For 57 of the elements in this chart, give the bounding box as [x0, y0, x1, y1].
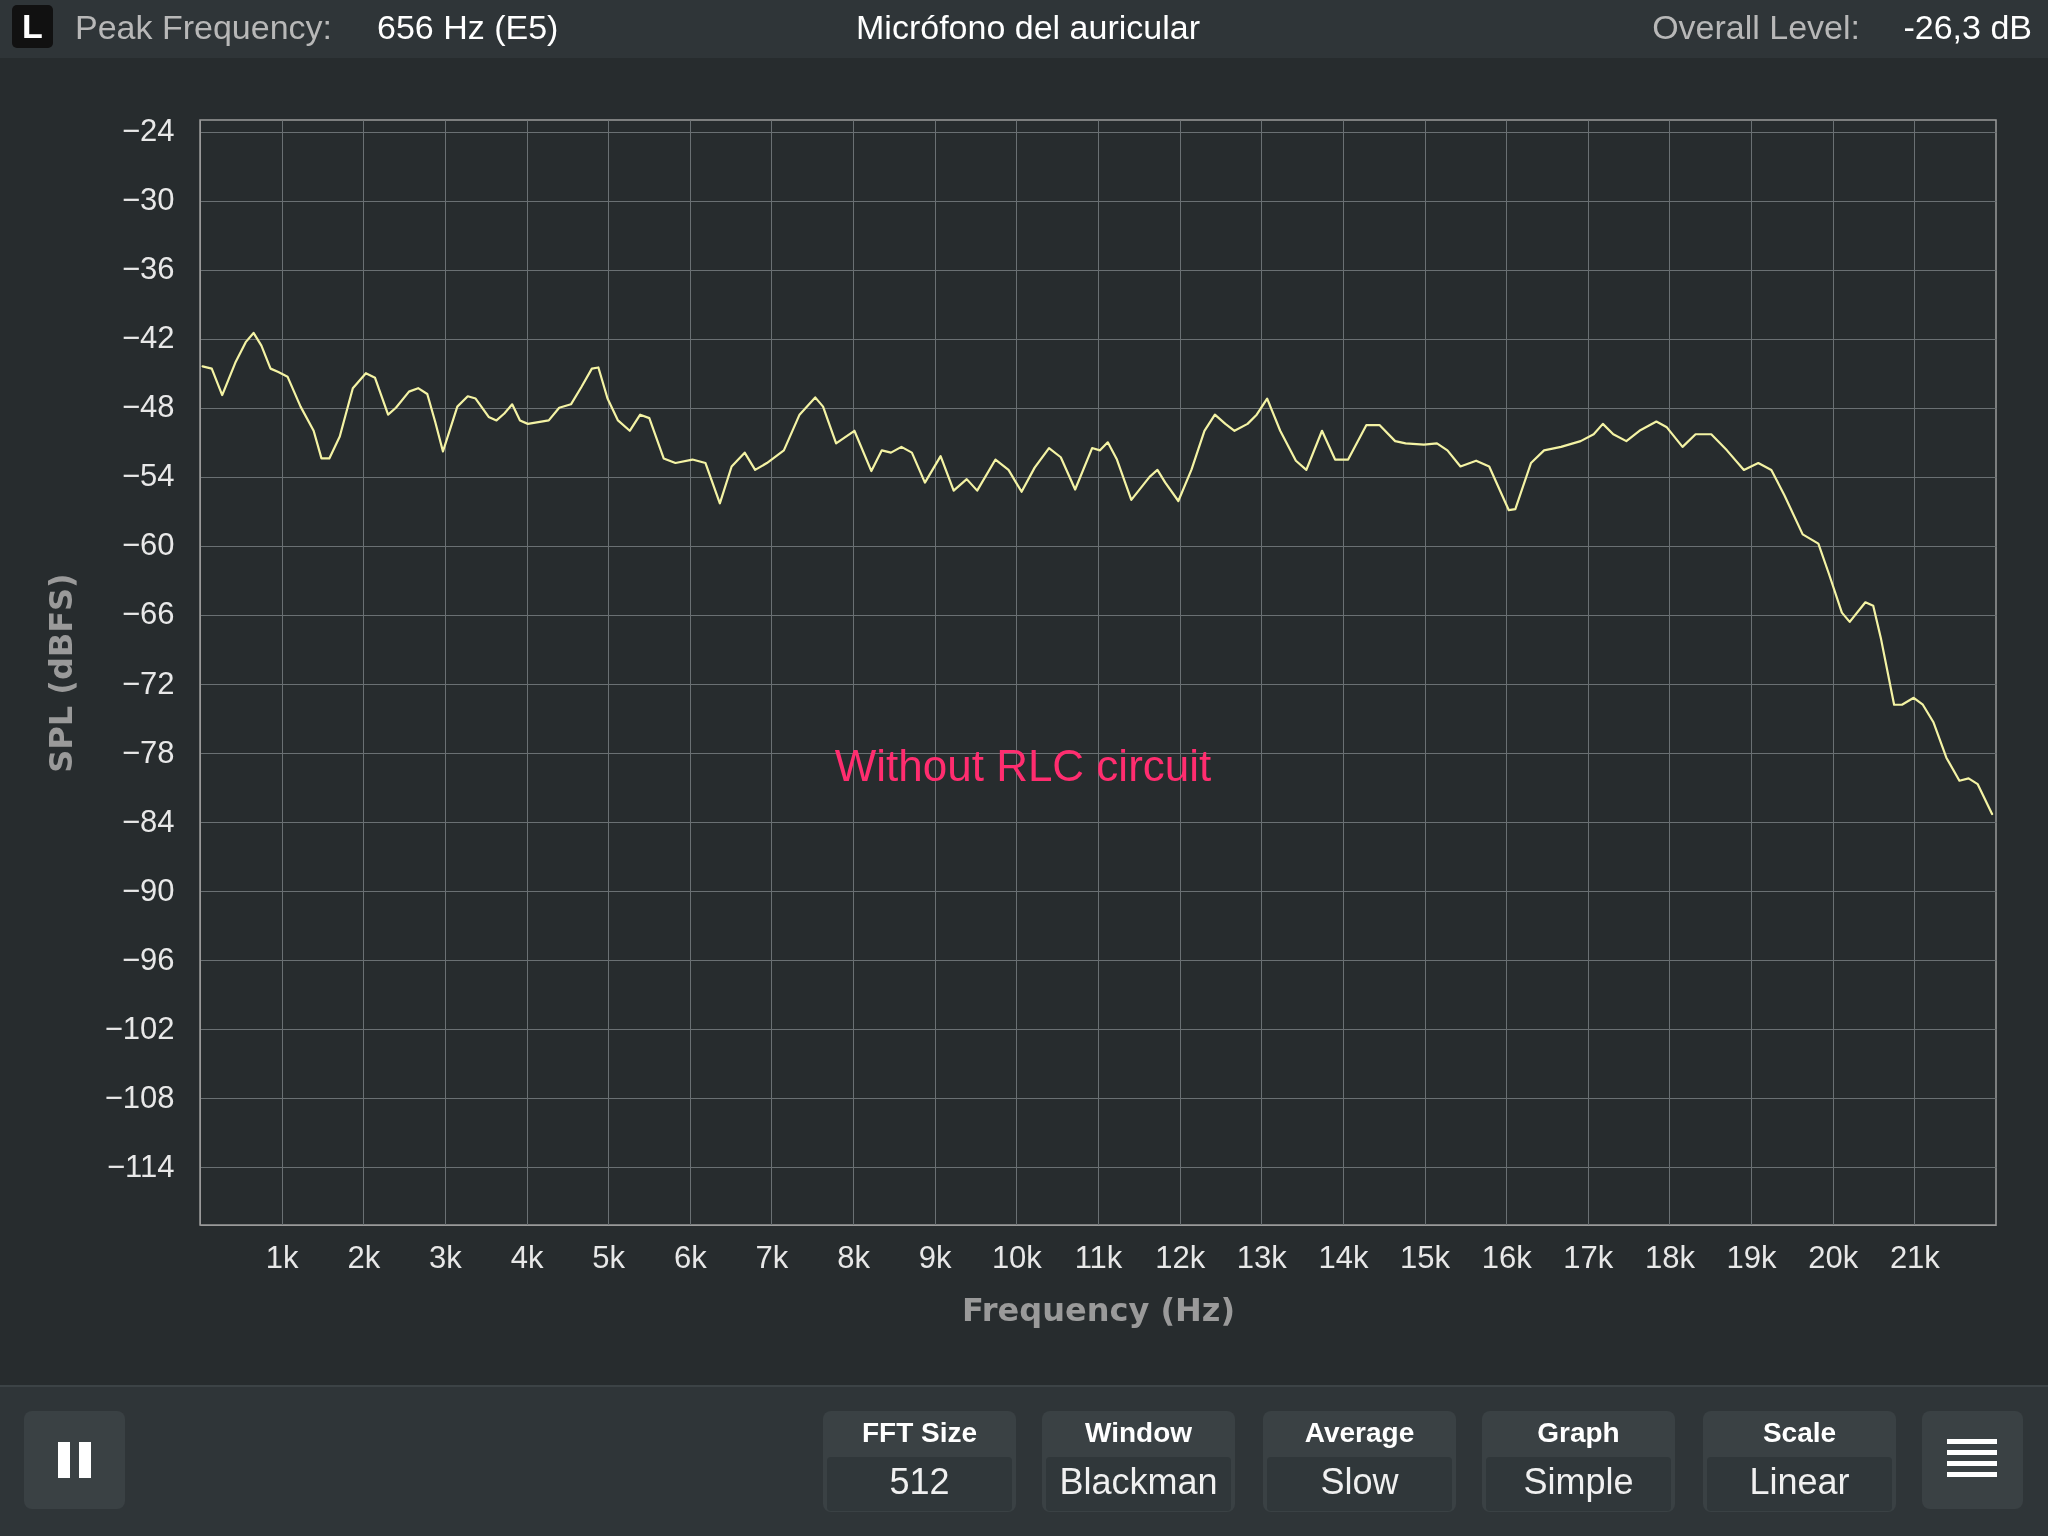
- y-tick-label: −60: [121, 527, 175, 563]
- text: Window: [1083, 1416, 1194, 1450]
- text: L: [12, 5, 53, 48]
- x-tick-label: 9k: [918, 1239, 953, 1275]
- x-tick-label: 2k: [347, 1239, 381, 1275]
- x-axis-title: Frequency (Hz): [961, 1290, 1236, 1329]
- y-tick-label: −102: [104, 1010, 175, 1046]
- x-tick-label: 4k: [510, 1239, 544, 1275]
- x-tick-label: 1k: [265, 1239, 299, 1275]
- x-tick-label: 3k: [429, 1239, 463, 1275]
- y-axis-title: SPL (dBFS): [41, 573, 80, 773]
- text: Simple: [1486, 1457, 1671, 1511]
- x-tick-label: 21k: [1889, 1239, 1941, 1275]
- y-tick-label: −36: [121, 251, 175, 287]
- text: 656 Hz (E5): [377, 8, 559, 47]
- y-tick-label: −30: [121, 182, 175, 218]
- y-tick-label: −42: [121, 320, 175, 356]
- text: 512: [827, 1457, 1012, 1511]
- text: Slow: [1267, 1457, 1452, 1511]
- y-tick-label: −114: [106, 1148, 175, 1184]
- x-tick-label: 15k: [1400, 1239, 1451, 1275]
- text: Average: [1303, 1416, 1416, 1450]
- annotation: Without RLC circuit: [834, 741, 1212, 790]
- x-tick-label: 6k: [673, 1239, 708, 1275]
- text: Graph: [1536, 1416, 1621, 1450]
- y-tick-label: −90: [121, 872, 175, 908]
- y-tick-label: −72: [121, 665, 175, 701]
- x-tick-label: 5k: [592, 1239, 626, 1275]
- x-tick-label: 14k: [1318, 1239, 1369, 1275]
- x-tick-label: 20k: [1808, 1239, 1859, 1275]
- y-tick-label: −66: [121, 596, 175, 632]
- text: Overall Level:: [1652, 8, 1860, 47]
- text: Linear: [1707, 1457, 1892, 1511]
- y-tick-label: −78: [121, 734, 175, 770]
- text: Scale: [1761, 1416, 1838, 1450]
- x-tick-label: 10k: [991, 1239, 1043, 1275]
- x-tick-label: 7k: [755, 1239, 789, 1275]
- y-tick-label: −84: [121, 803, 175, 839]
- x-tick-label: 13k: [1236, 1239, 1288, 1275]
- x-tick-label: 12k: [1155, 1239, 1206, 1275]
- chart-title: Micrófono del auricular: [856, 8, 1200, 47]
- x-tick-label: 8k: [837, 1239, 871, 1275]
- text: Peak Frequency:: [75, 8, 333, 47]
- x-tick-label: 19k: [1726, 1239, 1778, 1275]
- y-tick-label: −24: [121, 113, 175, 149]
- line-series: [201, 331, 1994, 816]
- x-tick-label: 17k: [1563, 1239, 1614, 1275]
- text: -26,3 dB: [1903, 8, 2032, 47]
- y-tick-label: −108: [104, 1079, 175, 1115]
- text: FFT Size: [860, 1416, 979, 1450]
- text: Blackman: [1046, 1457, 1231, 1511]
- x-tick-label: 16k: [1481, 1239, 1533, 1275]
- y-tick-label: −54: [121, 458, 175, 494]
- x-tick-label: 18k: [1644, 1239, 1696, 1275]
- x-tick-label: 11k: [1074, 1239, 1123, 1275]
- y-tick-label: −48: [121, 389, 175, 425]
- y-tick-label: −96: [121, 941, 175, 977]
